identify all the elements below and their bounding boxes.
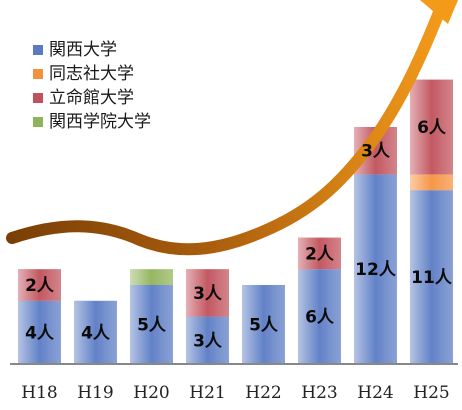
bar-label-kansai-H21: 3人 — [193, 331, 223, 351]
x-tick-labels: H18 H19 H20 H21 H22 H23 H24 H25 — [21, 383, 449, 403]
bar-value-labels: 4人 2人 4人 5人 3人 3人 5人 6人 2人 12人 3人 11人 6人 — [25, 118, 453, 351]
bar-sheen-kansai-H23 — [298, 269, 341, 364]
bar-label-kansai-H22: 5人 — [249, 316, 279, 336]
bar-sheen-kansai-H22 — [242, 285, 285, 364]
x-tick-H18: H18 — [21, 383, 57, 403]
bar-sheen-kansai-H20 — [130, 285, 173, 364]
bar-label-ritsumeikan-H23: 2人 — [305, 244, 335, 264]
bar-sheen-doshisha-H25 — [410, 174, 453, 191]
bar-sheen-ritsumeikan-H23 — [298, 237, 341, 270]
legend-swatch-kansai — [33, 45, 43, 55]
trend-arrow-shaft — [6, 4, 446, 256]
bar-sheen-kwansei-H20 — [130, 269, 173, 285]
bar-label-kansai-H25: 11人 — [411, 268, 453, 288]
bars-layer — [18, 79, 453, 364]
bar-sheen-kansai-H25 — [410, 190, 453, 364]
bar-label-kansai-H23: 6人 — [305, 308, 335, 328]
x-tick-H21: H21 — [189, 383, 225, 403]
bar-sheen-ritsumeikan-H21 — [186, 269, 229, 317]
x-tick-H19: H19 — [77, 383, 113, 403]
legend-item-ritsumeikan: 立命館大学 — [33, 86, 151, 110]
bar-sheen-ritsumeikan-H25 — [410, 79, 453, 175]
bar-label-ritsumeikan-H24: 3人 — [361, 142, 391, 162]
bar-sheen-kansai-H18 — [18, 300, 61, 364]
legend-item-kansai: 関西大学 — [33, 38, 151, 62]
trend-arrow — [6, 0, 458, 256]
legend: 関西大学 同志社大学 立命館大学 関西学院大学 — [33, 38, 151, 134]
bar-label-ritsumeikan-H18: 2人 — [25, 276, 55, 296]
x-tick-H22: H22 — [245, 383, 281, 403]
x-tick-H24: H24 — [357, 383, 393, 403]
legend-swatch-ritsumeikan — [33, 93, 43, 103]
bar-sheen-kansai-H24 — [354, 174, 397, 364]
legend-swatch-doshisha — [33, 69, 43, 79]
bar-sheen-kansai-H19 — [74, 300, 117, 364]
bar-label-kansai-H19: 4人 — [81, 323, 111, 343]
bar-label-kansai-H24: 12人 — [355, 260, 397, 280]
bar-sheen-ritsumeikan-H18 — [18, 269, 61, 301]
x-tick-H20: H20 — [133, 383, 169, 403]
legend-label-ritsumeikan: 立命館大学 — [49, 88, 134, 108]
trend-arrow-head — [420, 0, 458, 24]
bar-label-ritsumeikan-H21: 3人 — [193, 284, 223, 304]
legend-item-doshisha: 同志社大学 — [33, 62, 151, 86]
bar-label-kansai-H20: 5人 — [137, 316, 167, 336]
legend-label-doshisha: 同志社大学 — [49, 64, 134, 84]
x-tick-H25: H25 — [413, 383, 449, 403]
legend-label-kwansei: 関西学院大学 — [49, 112, 151, 132]
legend-swatch-kwansei — [33, 117, 43, 127]
bar-sheen-kansai-H21 — [186, 316, 229, 364]
bar-label-ritsumeikan-H25: 6人 — [417, 118, 447, 138]
legend-item-kwansei: 関西学院大学 — [33, 110, 151, 134]
bar-label-kansai-H18: 4人 — [25, 323, 55, 343]
x-tick-H23: H23 — [301, 383, 337, 403]
legend-label-kansai: 関西大学 — [49, 40, 117, 60]
